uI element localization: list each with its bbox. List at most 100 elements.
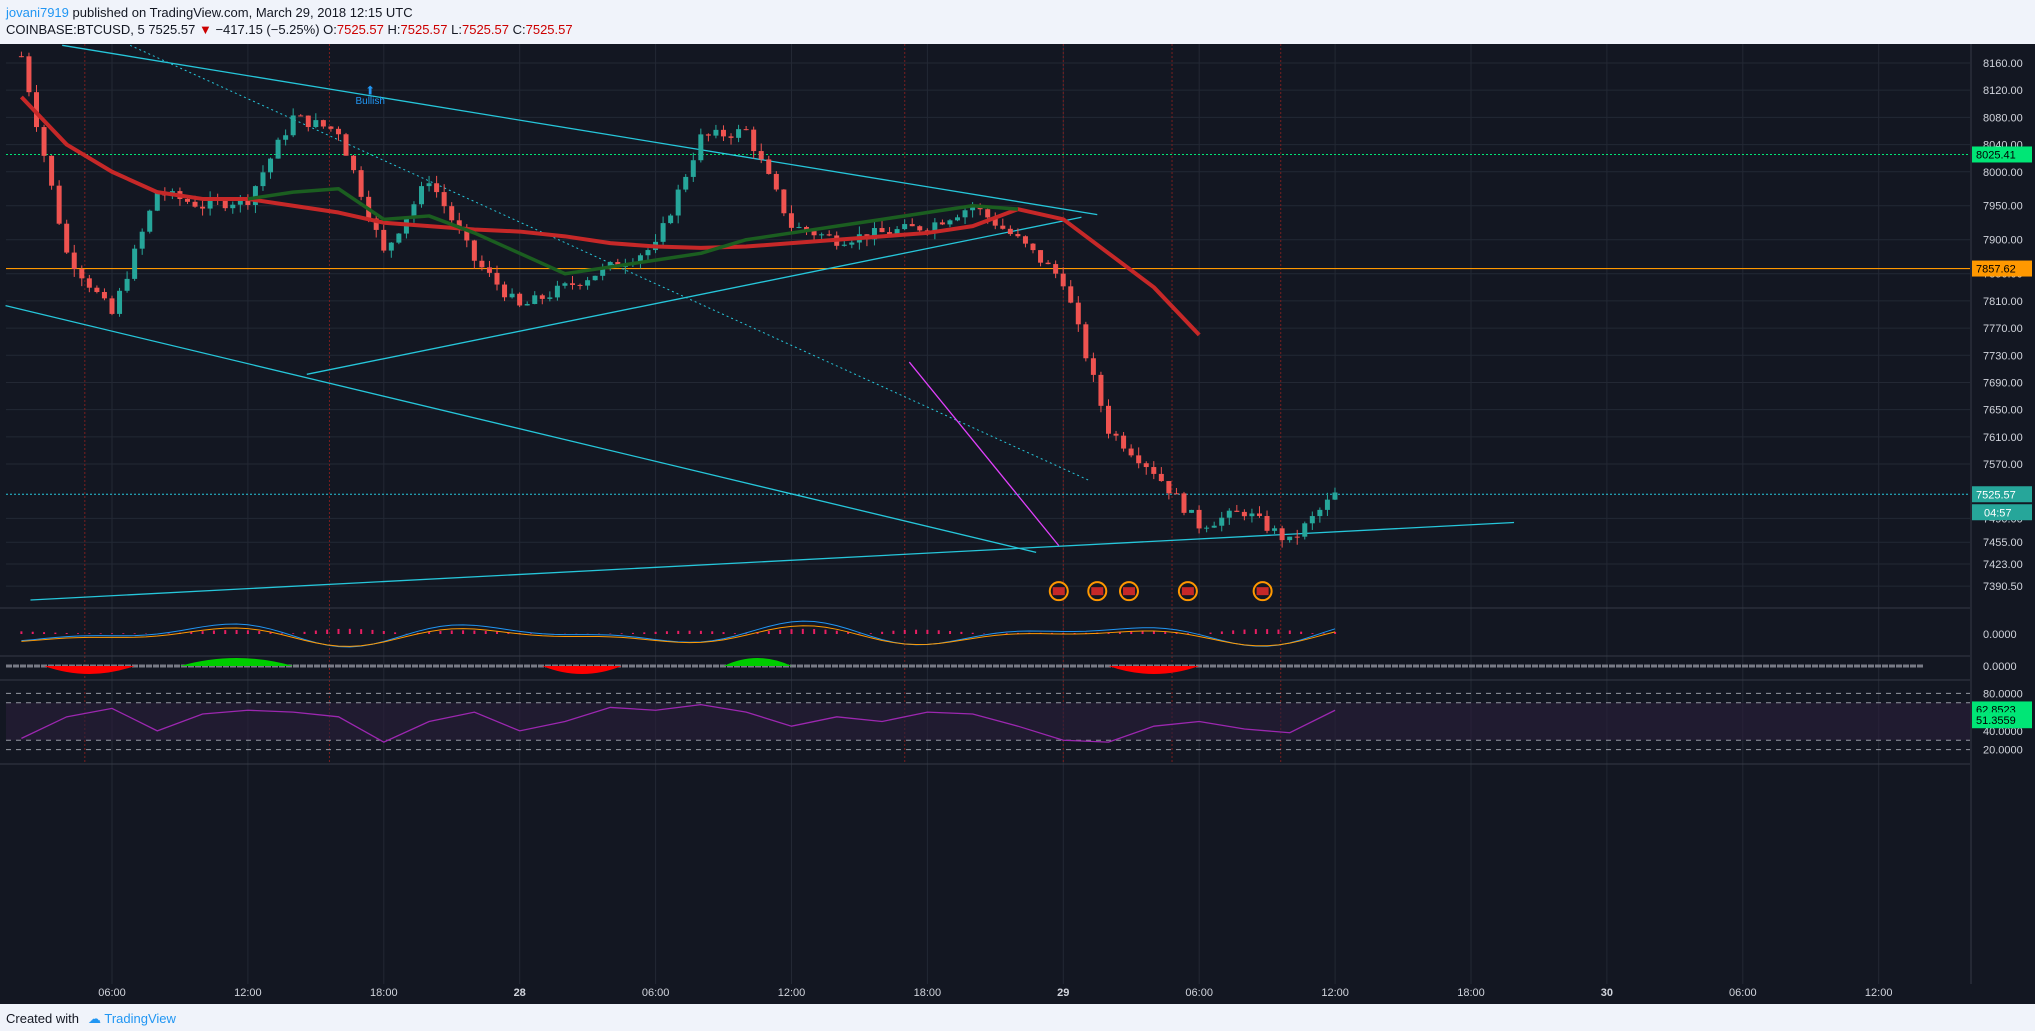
candle-body: [298, 115, 304, 117]
candle-body: [645, 250, 651, 256]
dotted-trend-line: [129, 44, 1091, 482]
green-level-price-label-bg: [1972, 146, 2032, 163]
candle-body: [71, 252, 77, 270]
candle-body: [720, 129, 726, 137]
candle-body: [132, 248, 138, 279]
candle-body: [547, 297, 553, 299]
candle-body: [1068, 286, 1074, 303]
candle-body: [1309, 516, 1315, 524]
candle-body: [554, 285, 560, 298]
tradingview-logo-link[interactable]: ☁ TradingView: [88, 1011, 176, 1027]
candle-body: [1121, 435, 1127, 449]
rsi-tick-label: 80.0000: [1983, 688, 2023, 700]
created-with-text: Created with: [6, 1011, 79, 1026]
candle-body: [562, 283, 568, 286]
candle-body: [18, 56, 24, 58]
candle-body: [56, 185, 62, 224]
candle-body: [154, 192, 160, 211]
y-tick-label: 8080.00: [1983, 112, 2023, 124]
x-tick-label: 18:00: [914, 987, 942, 999]
x-tick-label: 06:00: [98, 987, 126, 999]
y-tick-label: 7900.00: [1983, 235, 2023, 247]
candle-body: [290, 115, 296, 136]
x-tick-label: 12:00: [1321, 987, 1349, 999]
brand-label: TradingView: [104, 1011, 176, 1026]
low-label: L:: [451, 22, 462, 37]
candle-body: [1294, 536, 1300, 538]
y-tick-label: 8160.00: [1983, 58, 2023, 70]
candle-body: [1234, 510, 1240, 512]
chart-canvas[interactable]: 06:00 12:00 18:00 28 06:00 12:00 18:00 29 06:00 1…: [0, 44, 2035, 1004]
close-value: 7525.57: [525, 22, 573, 37]
candle-body: [1272, 528, 1278, 531]
candle-body: [494, 272, 500, 285]
candle-body: [283, 135, 289, 140]
candle-body: [373, 218, 379, 230]
candle-body: [1166, 481, 1172, 494]
candle-body: [335, 128, 341, 135]
candle-body: [502, 284, 508, 298]
candle-body: [320, 120, 326, 127]
x-tick-label: 18:00: [1457, 987, 1485, 999]
rsi-tick-label: 20.0000: [1983, 745, 2023, 757]
low-value: 7525.57: [461, 22, 509, 37]
candle-body: [313, 120, 319, 128]
candle-body: [1181, 493, 1187, 513]
candle-body: [64, 223, 70, 253]
candle-body: [955, 217, 961, 221]
candle-body: [230, 204, 236, 209]
candle-body: [1279, 528, 1285, 541]
candle-body: [1211, 525, 1217, 528]
candle-body: [1189, 509, 1195, 513]
candle-body: [1158, 473, 1164, 482]
candle-body: [690, 160, 696, 177]
countdown-label: 04:57: [1984, 507, 2012, 519]
candle-body: [449, 206, 455, 221]
author-link[interactable]: jovani7919: [6, 5, 69, 20]
rsi-tick-label: 40.0000: [1983, 726, 2023, 738]
candle-body: [1143, 463, 1149, 468]
candle-body: [524, 303, 530, 306]
candle-body: [1204, 527, 1210, 529]
candle-body: [796, 226, 802, 228]
candle-body: [1241, 511, 1247, 517]
lower-channel-line: [5, 305, 1037, 554]
candle-body: [766, 159, 772, 174]
candle-body: [1128, 448, 1134, 456]
y-tick-label: 7770.00: [1983, 323, 2023, 335]
open-value: 7525.57: [336, 22, 384, 37]
candle-body: [1022, 236, 1028, 244]
candle-body: [109, 298, 115, 314]
x-tick-label: 30: [1601, 987, 1613, 999]
y-tick-label: 7610.00: [1983, 432, 2023, 444]
candle-body: [419, 186, 425, 205]
candle-body: [479, 260, 485, 268]
squeeze-momentum-area: [44, 666, 135, 674]
squeeze-momentum-area: [542, 666, 622, 674]
last-price: 7525.57: [148, 22, 196, 37]
y-tick-label: 7950.00: [1983, 201, 2023, 213]
candle-body: [887, 232, 893, 235]
candle-body: [985, 209, 991, 218]
y-tick-label: 7390.50: [1983, 581, 2023, 593]
candle-body: [1196, 509, 1202, 529]
candle-body: [675, 189, 681, 216]
candle-body: [1302, 523, 1308, 537]
candle-body: [464, 229, 470, 241]
y-tick-label: 7570.00: [1983, 459, 2023, 471]
squeeze-momentum-area: [179, 658, 294, 666]
y-tick-label: 7690.00: [1983, 377, 2023, 389]
slow-moving-average: [19, 95, 1201, 337]
ascending-support-line: [306, 216, 1082, 375]
candle-body: [426, 183, 432, 187]
candle-body: [1332, 492, 1338, 500]
candle-body: [396, 233, 402, 243]
x-tick-label: 12:00: [778, 987, 806, 999]
candle-body: [117, 290, 123, 314]
candle-body: [86, 278, 92, 288]
candle-body: [471, 240, 477, 261]
candle-body: [252, 186, 258, 205]
high-label: H:: [387, 22, 401, 37]
macd-line: [21, 620, 1336, 648]
chart-area[interactable]: 06:00 12:00 18:00 28 06:00 12:00 18:00 29 06:00 1…: [0, 44, 2035, 1004]
